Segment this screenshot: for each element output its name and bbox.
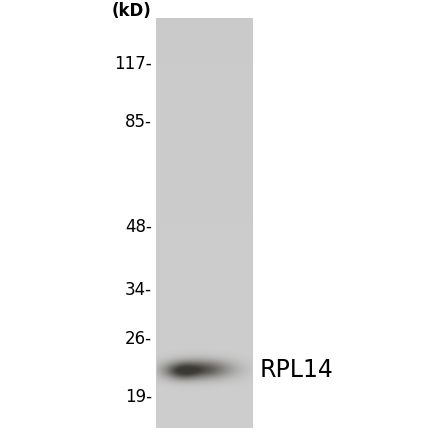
Text: RPL14: RPL14 [260,358,334,381]
Text: 19-: 19- [125,388,152,406]
Text: 34-: 34- [125,281,152,299]
Text: 85-: 85- [125,113,152,131]
Text: (kD): (kD) [112,2,152,20]
Text: 117-: 117- [114,55,152,72]
Text: 48-: 48- [125,218,152,236]
Text: 26-: 26- [125,330,152,348]
